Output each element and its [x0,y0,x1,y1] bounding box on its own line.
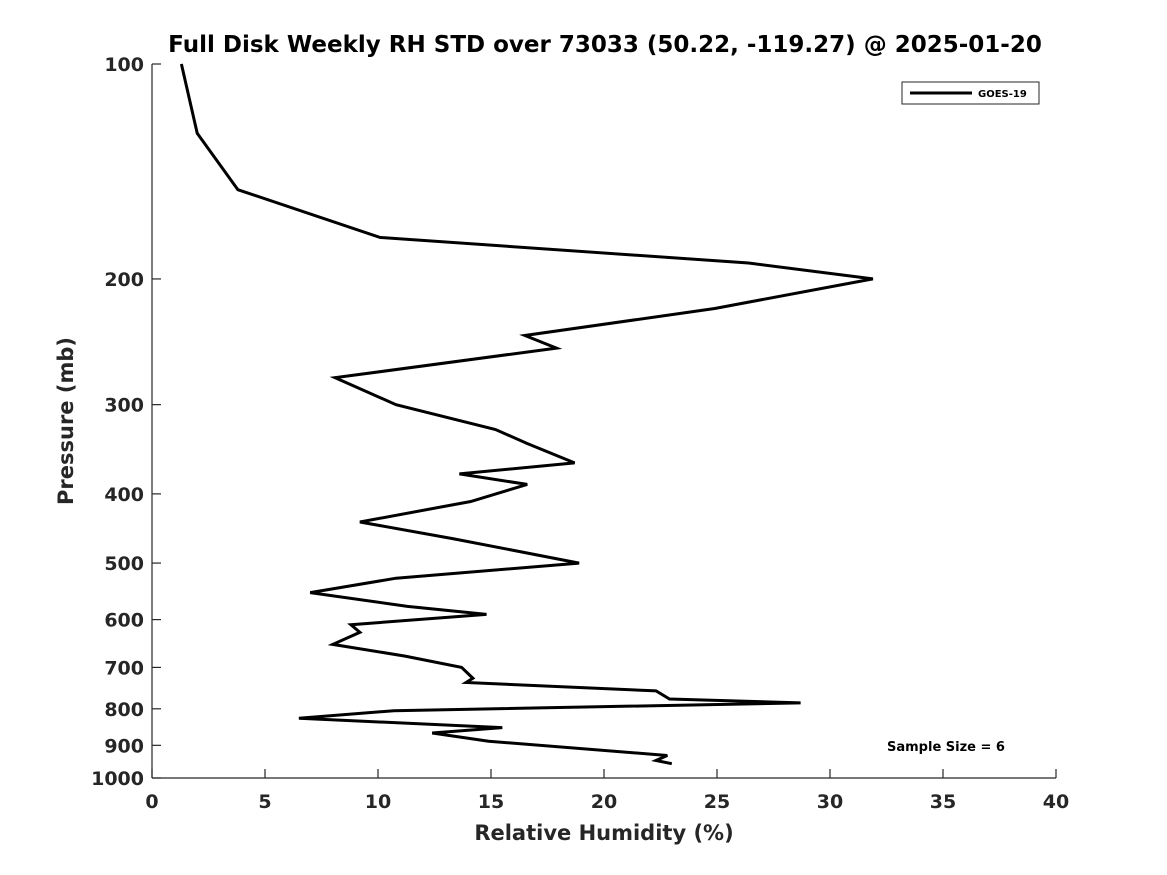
legend: GOES-19 [901,81,1040,105]
x-tick-label: 40 [1043,791,1069,813]
y-tick-label: 200 [104,269,144,291]
y-tick-label: 100 [104,54,144,76]
x-tick-label: 5 [258,791,271,813]
y-tick-label: 400 [104,484,144,506]
x-tick-label: 20 [591,791,617,813]
y-tick-label: 600 [104,610,144,632]
series-layer [179,63,874,766]
x-tick-label: 10 [365,791,391,813]
x-tick-label: 15 [478,791,504,813]
x-axis-label: Relative Humidity (%) [474,821,733,845]
plot-area [152,64,1056,778]
chart-title: Full Disk Weekly RH STD over 73033 (50.2… [168,32,1042,58]
y-tick-label: 700 [104,657,144,679]
sample-size-annotation: Sample Size = 6 [887,740,1005,755]
y-tick-label: 300 [104,395,144,417]
y-axis-ticks: 100 200 300 400 500 600 700 800 900 1000 [91,54,161,790]
x-tick-label: 0 [145,791,158,813]
y-tick-label: 1000 [91,768,144,790]
y-axis-label: Pressure (mb) [54,337,78,505]
y-tick-label: 900 [104,735,144,757]
x-axis-ticks: 0 5 10 15 20 25 30 35 40 [145,769,1069,813]
x-tick-label: 35 [930,791,956,813]
x-tick-label: 25 [704,791,730,813]
series-line-goes-19 [179,63,874,766]
y-tick-label: 800 [104,699,144,721]
legend-label-goes-19: GOES-19 [978,89,1027,100]
y-tick-label: 500 [104,553,144,575]
x-tick-label: 30 [817,791,843,813]
